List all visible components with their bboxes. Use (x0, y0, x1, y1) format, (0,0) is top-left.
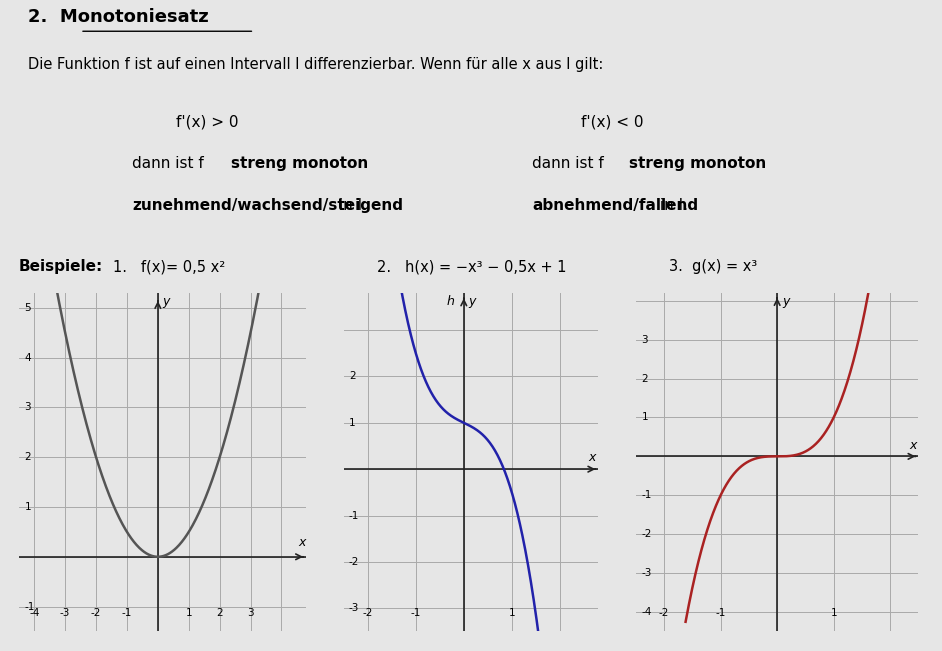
Text: 2: 2 (217, 608, 223, 618)
Text: f'(x) > 0: f'(x) > 0 (176, 115, 238, 130)
Text: -1: -1 (642, 490, 652, 500)
Text: -3: -3 (642, 568, 652, 578)
Text: 1: 1 (186, 608, 192, 618)
Text: 1: 1 (830, 608, 837, 618)
Text: -1: -1 (349, 510, 359, 521)
Text: y: y (468, 296, 476, 309)
Text: Die Funktion f ist auf einen Intervall I differenzierbar. Wenn für alle x aus I : Die Funktion f ist auf einen Intervall I… (28, 57, 604, 72)
Text: y: y (163, 296, 170, 309)
Text: -2: -2 (642, 529, 652, 539)
Text: in I.: in I. (334, 198, 367, 213)
Text: -2: -2 (90, 608, 101, 618)
Text: f'(x) < 0: f'(x) < 0 (581, 115, 643, 130)
Text: 1: 1 (349, 418, 355, 428)
Text: -1: -1 (24, 602, 35, 611)
Text: 1: 1 (509, 608, 515, 618)
Text: 4: 4 (24, 353, 31, 363)
Text: -2: -2 (363, 608, 373, 618)
Text: x: x (589, 450, 596, 464)
Text: -1: -1 (715, 608, 726, 618)
Text: streng monoton: streng monoton (629, 156, 767, 171)
Text: y: y (783, 295, 790, 308)
Text: 2.   h(x) = −x³ − 0,5x + 1: 2. h(x) = −x³ − 0,5x + 1 (377, 259, 566, 275)
Text: h: h (447, 296, 455, 309)
Text: dann ist f: dann ist f (132, 156, 208, 171)
Text: 3: 3 (642, 335, 648, 344)
Text: in I.: in I. (655, 198, 688, 213)
Text: x: x (298, 536, 305, 549)
Text: -4: -4 (29, 608, 40, 618)
Text: 3.  g(x) = x³: 3. g(x) = x³ (669, 259, 757, 275)
Text: 2.  Monotoniesatz: 2. Monotoniesatz (28, 8, 209, 26)
Text: -4: -4 (642, 607, 652, 617)
Text: 1: 1 (24, 502, 31, 512)
Text: 1: 1 (642, 413, 648, 422)
Text: 3: 3 (24, 402, 31, 413)
Text: -3: -3 (349, 603, 359, 613)
Text: -1: -1 (411, 608, 421, 618)
Text: -2: -2 (349, 557, 359, 567)
Text: streng monoton: streng monoton (231, 156, 368, 171)
Text: zunehmend/wachsend/steigend: zunehmend/wachsend/steigend (132, 198, 403, 213)
Text: Beispiele:: Beispiele: (19, 259, 103, 275)
Text: 2: 2 (24, 452, 31, 462)
Text: 2: 2 (642, 374, 648, 383)
Text: abnehmend/fallend: abnehmend/fallend (532, 198, 698, 213)
Text: 5: 5 (24, 303, 31, 313)
Text: 2: 2 (349, 372, 355, 381)
Text: 3: 3 (247, 608, 253, 618)
Text: dann ist f: dann ist f (532, 156, 609, 171)
Text: x: x (909, 439, 917, 452)
Text: 1.   f(x)= 0,5 x²: 1. f(x)= 0,5 x² (113, 259, 225, 275)
Text: -1: -1 (122, 608, 132, 618)
Text: -3: -3 (60, 608, 71, 618)
Text: -2: -2 (658, 608, 670, 618)
